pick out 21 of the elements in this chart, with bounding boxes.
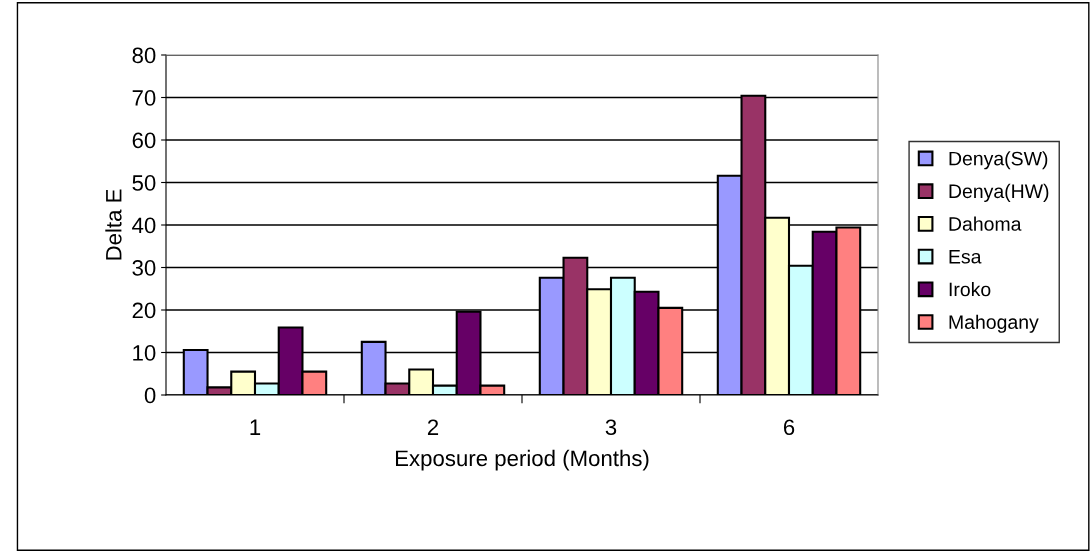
y-tick-label: 80 [132,47,156,64]
legend-label: Denya(SW) [949,151,1048,170]
y-tick-label: 70 [132,90,156,106]
y-tick-label: 30 [132,260,156,276]
y-tick-label: 40 [132,217,156,234]
legend-label: Iroko [949,282,991,297]
x-tick-label: 6 [783,419,795,436]
y-tick-label: 10 [133,345,156,361]
y-axis-title: Delta E [105,189,122,260]
legend-label: Esa [949,250,982,264]
legend-label: Mahogany [949,314,1039,333]
x-tick-label: 2 [427,419,439,435]
legend-label: Dahoma [949,216,1022,231]
y-tick-label: 50 [132,175,156,191]
y-tick-label: 20 [132,302,156,319]
x-tick-label: 3 [605,419,617,436]
x-tick-label: 1 [250,419,261,435]
y-tick-label: 0 [144,387,156,404]
x-axis-title: Exposure period (Months) [395,449,649,471]
y-tick-label: 60 [132,132,156,149]
legend-label: Denya(HW) [949,183,1049,202]
